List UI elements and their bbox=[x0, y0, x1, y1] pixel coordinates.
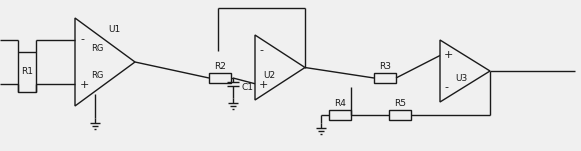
Text: -: - bbox=[259, 45, 263, 55]
Text: U3: U3 bbox=[455, 74, 467, 83]
Text: -: - bbox=[80, 34, 84, 44]
Bar bbox=[18, 52, 36, 92]
Text: C1: C1 bbox=[241, 82, 253, 92]
Text: +: + bbox=[444, 50, 453, 59]
Text: +: + bbox=[80, 80, 89, 90]
Bar bbox=[389, 110, 411, 120]
Bar bbox=[209, 73, 231, 83]
Text: RG: RG bbox=[91, 71, 103, 80]
Text: R5: R5 bbox=[394, 99, 406, 108]
Text: R3: R3 bbox=[379, 62, 391, 71]
Bar bbox=[329, 110, 351, 120]
Text: +: + bbox=[259, 80, 268, 90]
Text: U2: U2 bbox=[263, 71, 275, 79]
Text: R2: R2 bbox=[214, 62, 226, 71]
Text: R1: R1 bbox=[21, 67, 33, 77]
Text: RG: RG bbox=[91, 44, 103, 53]
Text: U1: U1 bbox=[108, 25, 120, 34]
Bar bbox=[374, 73, 396, 83]
Text: R4: R4 bbox=[334, 99, 346, 108]
Text: -: - bbox=[444, 82, 448, 93]
